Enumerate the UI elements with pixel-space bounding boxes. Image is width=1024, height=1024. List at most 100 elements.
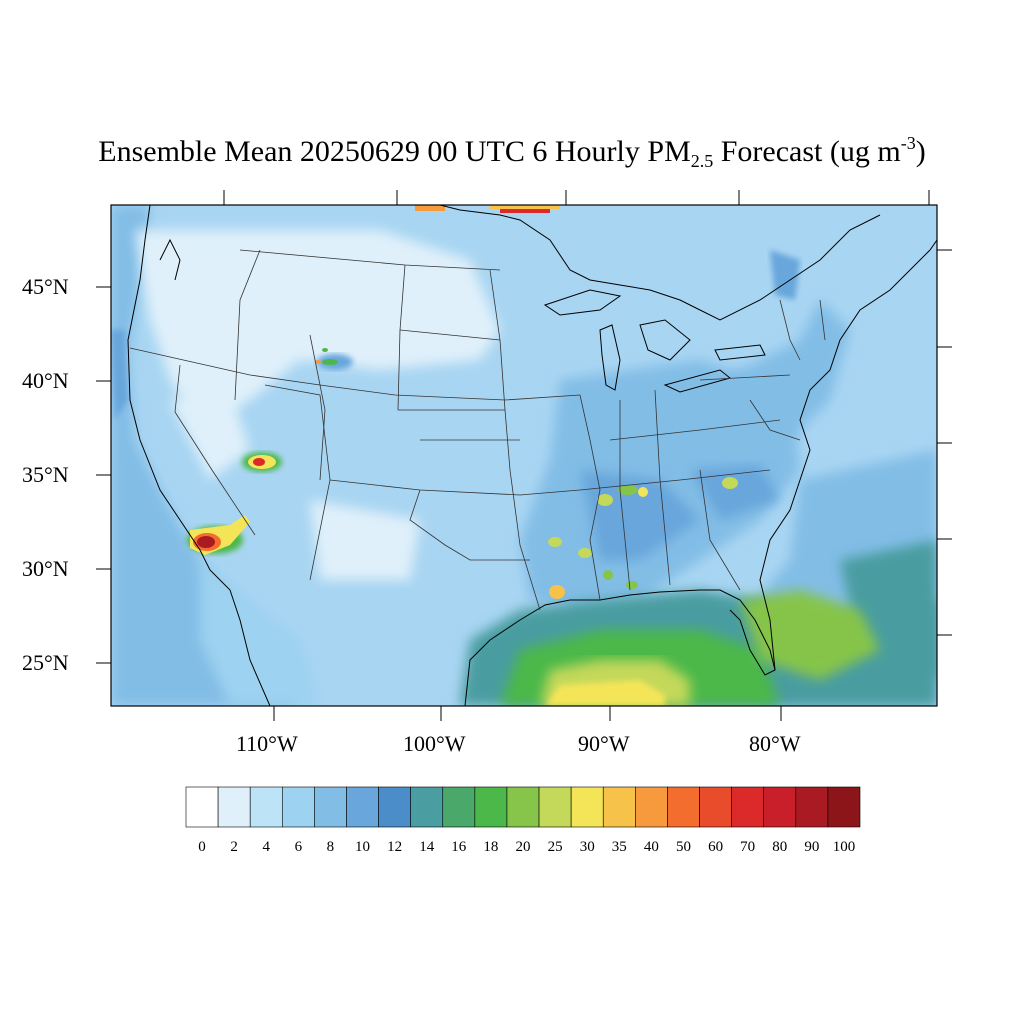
colorbar-label-7: 14 <box>419 839 435 855</box>
colorbar-box-20 <box>827 786 861 828</box>
lake-huron <box>639 319 691 361</box>
title-main: Ensemble Mean 20250629 00 UTC 6 Hourly P… <box>98 135 691 168</box>
gulf-yellow-field <box>545 680 665 706</box>
se-hotspot-1 <box>597 494 613 506</box>
florida-plume-field <box>740 590 880 680</box>
se-hotspot-7 <box>626 581 638 589</box>
colorbar-box-14 <box>635 786 668 828</box>
utah-fire-core <box>253 458 265 466</box>
title-subscript: 2.5 <box>690 151 714 171</box>
wyoming-fire-dot <box>322 348 328 352</box>
lon-label-80w: 80°W <box>749 731 801 756</box>
canada-smoke-3 <box>490 205 560 209</box>
colorbar-box-5 <box>346 786 379 828</box>
colorbar-label-18: 80 <box>772 839 788 855</box>
colorbar-box-8 <box>442 786 476 828</box>
colorbar-box-1 <box>217 786 251 828</box>
louisiana-hotspot <box>549 585 565 599</box>
lon-label-100w: 100°W <box>403 731 466 756</box>
colorbar-label-9: 18 <box>483 839 499 855</box>
title-superscript: -3 <box>900 133 916 153</box>
se-hotspot-4 <box>722 477 738 489</box>
colorbar <box>185 786 861 828</box>
colorbar-label-16: 60 <box>708 839 724 855</box>
lat-label-40: 40°N <box>22 368 69 393</box>
wyoming-fire-core <box>315 360 321 364</box>
colorbar-box-0 <box>185 786 219 828</box>
lake-michigan <box>599 324 621 391</box>
great-basin-clean-field <box>170 390 250 480</box>
colorbar-label-20: 100 <box>832 839 856 855</box>
title-mid: Forecast (ug m <box>713 135 901 168</box>
colorbar-label-6: 12 <box>387 839 403 855</box>
wyoming-fire-green <box>322 359 338 365</box>
baja-field <box>200 560 320 706</box>
pacific-band-field <box>111 330 128 420</box>
canada-smoke-1 <box>415 205 445 211</box>
colorbar-label-2: 4 <box>262 839 270 855</box>
colorbar-box-11 <box>538 786 572 828</box>
colorbar-label-17: 70 <box>740 839 756 855</box>
colorbar-box-13 <box>602 786 636 828</box>
canada-border-coast <box>439 205 881 321</box>
map-frame <box>110 204 938 707</box>
lat-label-25: 25°N <box>22 650 69 675</box>
colorbar-box-16 <box>699 786 732 828</box>
lat-label-35: 35°N <box>22 462 69 487</box>
northeast-field <box>720 300 850 440</box>
se-hotspot-8 <box>603 570 613 580</box>
colorbar-box-15 <box>667 786 700 828</box>
quebec-field <box>770 250 800 300</box>
atlantic-coastline <box>759 239 937 671</box>
colorbar-label-11: 25 <box>547 839 563 855</box>
colorbar-box-3 <box>281 786 315 828</box>
lon-label-90w: 90°W <box>578 731 630 756</box>
lake-ontario <box>714 344 766 361</box>
colorbar-label-0: 0 <box>198 839 206 855</box>
lon-label-110w: 110°W <box>236 731 298 756</box>
colorbar-label-19: 90 <box>804 839 820 855</box>
colorbar-box-9 <box>474 786 508 828</box>
colorbar-label-5: 10 <box>355 839 371 855</box>
colorbar-label-3: 6 <box>294 839 303 855</box>
page-title: Ensemble Mean 20250629 00 UTC 6 Hourly P… <box>0 133 1024 172</box>
se-hotspot-2 <box>618 485 638 495</box>
pacific-offshore-field <box>111 205 300 706</box>
colorbar-label-12: 30 <box>579 839 595 855</box>
colorbar-box-18 <box>763 786 797 828</box>
lat-label-45: 45°N <box>22 274 69 299</box>
se-hotspot-5 <box>548 537 562 547</box>
lake-superior <box>543 289 622 316</box>
colorbar-label-14: 40 <box>643 839 659 855</box>
colorbar-box-10 <box>506 786 540 828</box>
carolinas-field <box>690 465 780 520</box>
colorbar-box-4 <box>314 786 347 828</box>
colorbar-label-15: 50 <box>675 839 691 855</box>
northern-clean-field <box>135 230 500 430</box>
colorbar-box-17 <box>731 786 765 828</box>
colorbar-box-2 <box>249 786 283 828</box>
colorbar-box-7 <box>410 786 444 828</box>
map-plot-area <box>111 205 937 706</box>
colorbar-label-13: 35 <box>611 839 627 855</box>
colorbar-label-4: 8 <box>326 839 335 855</box>
title-end: ) <box>915 135 926 168</box>
gulf-coastline <box>464 589 776 706</box>
lat-label-30: 30°N <box>22 556 69 581</box>
pacific-coastline <box>127 205 271 706</box>
state-borders <box>129 249 826 611</box>
colorbar-label-8: 16 <box>451 839 467 855</box>
colorbar-box-6 <box>378 786 411 828</box>
axis-ticks <box>96 190 952 721</box>
tennessee-field <box>580 470 700 560</box>
colorbar-box-19 <box>795 786 829 828</box>
se-hotspot-6 <box>578 548 592 558</box>
colorbar-box-12 <box>570 786 604 828</box>
colorbar-label-1: 2 <box>230 839 238 855</box>
puget-sound-coast <box>159 238 181 281</box>
southwest-clean-field <box>310 500 420 580</box>
colorbar-label-10: 20 <box>515 839 531 855</box>
socal-fire-core <box>197 536 215 548</box>
se-hotspot-3 <box>638 487 648 497</box>
